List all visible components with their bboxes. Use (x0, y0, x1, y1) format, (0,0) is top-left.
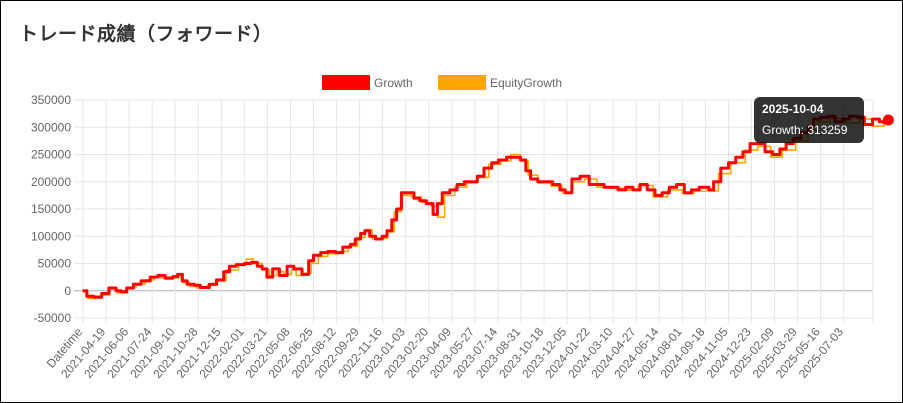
legend-swatch (438, 75, 486, 90)
tooltip-title: 2025-10-04 (762, 102, 824, 116)
chart-grid (74, 99, 874, 324)
x-axis: Datetime2021-04-192021-06-062021-07-2420… (44, 325, 847, 381)
highlight-point (882, 114, 894, 126)
y-tick-label: 350000 (31, 93, 71, 107)
legend-swatch (322, 75, 370, 90)
y-tick-label: 100000 (31, 229, 71, 243)
series-layer (82, 114, 890, 300)
series-line (82, 114, 890, 299)
y-tick-label: -50000 (34, 311, 72, 325)
y-tick-label: 300000 (31, 120, 71, 134)
chart-tooltip: 2025-10-04 Growth: 313259 (754, 97, 894, 143)
legend-label: Growth (374, 76, 413, 90)
y-tick-label: 50000 (38, 257, 72, 271)
y-tick-label: 250000 (31, 148, 71, 162)
page-title: トレード成績（フォワード） (19, 23, 273, 45)
legend-label: EquityGrowth (490, 76, 562, 90)
y-tick-label: 150000 (31, 202, 71, 216)
series-line (82, 117, 890, 300)
chart-legend: Growth EquityGrowth (322, 75, 562, 90)
y-axis: 350000 300000 250000 200000 150000 100000 5000… (31, 93, 71, 325)
tooltip-box (754, 97, 864, 143)
y-tick-label: 200000 (31, 175, 71, 189)
y-tick-label: 0 (64, 284, 71, 298)
tooltip-value: Growth: 313259 (762, 123, 848, 137)
